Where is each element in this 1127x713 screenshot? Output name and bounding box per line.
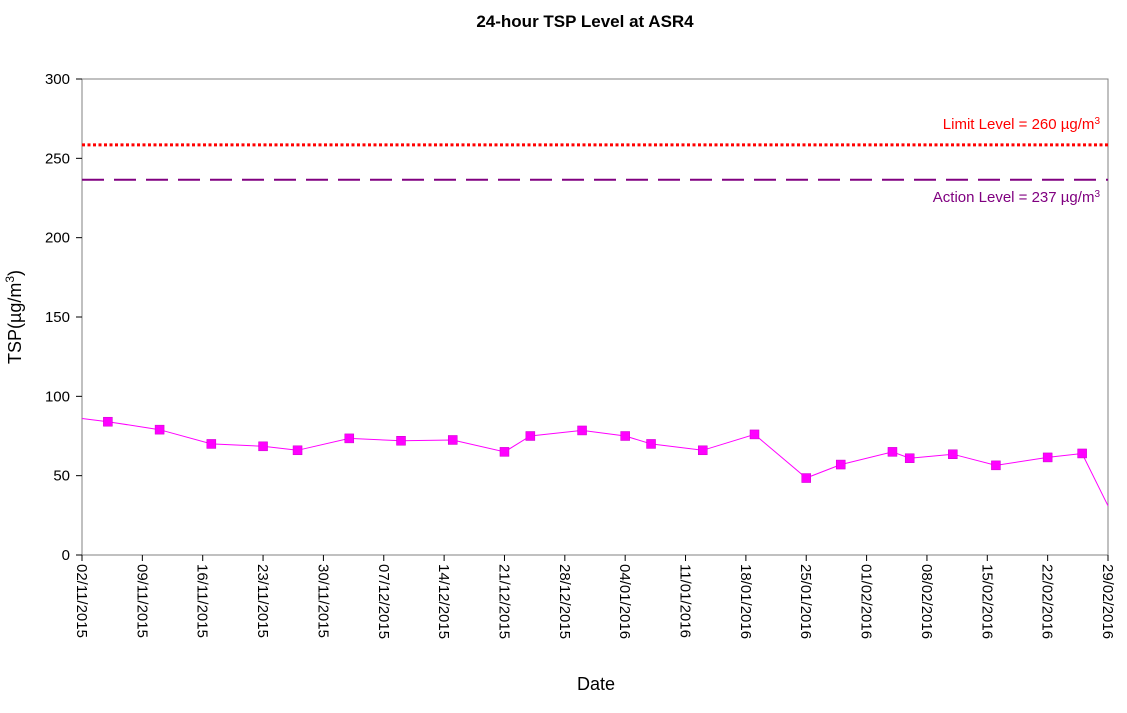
x-tick-label: 23/11/2015 <box>254 564 271 638</box>
data-point <box>206 439 217 449</box>
x-tick-label: 18/01/2016 <box>737 564 754 639</box>
data-point <box>344 433 355 444</box>
y-tick-label: 50 <box>53 468 70 485</box>
data-point <box>904 453 915 463</box>
reference-line-label: Limit Level = 260 µg/m3 <box>943 115 1101 133</box>
data-point <box>525 431 536 441</box>
data-point <box>499 447 510 457</box>
data-point <box>749 429 760 440</box>
y-tick-label: 200 <box>45 230 70 247</box>
data-point <box>292 445 303 456</box>
x-tick-label: 21/12/2015 <box>495 564 512 639</box>
x-tick-label: 02/11/2015 <box>73 564 90 638</box>
y-tick-label: 250 <box>45 150 70 167</box>
data-point <box>620 431 630 441</box>
x-tick-label: 04/01/2016 <box>616 564 633 639</box>
data-point <box>1042 452 1053 463</box>
data-point <box>396 436 406 446</box>
x-tick-label: 28/12/2015 <box>556 564 573 639</box>
data-point <box>991 460 1001 471</box>
y-tick-label: 150 <box>45 309 70 326</box>
x-tick-label: 22/02/2016 <box>1039 564 1056 639</box>
x-tick-label: 14/12/2015 <box>435 564 452 639</box>
x-tick-label: 15/02/2016 <box>978 564 995 639</box>
series-layer <box>81 416 1109 507</box>
y-tick-label: 0 <box>62 547 70 564</box>
x-tick-label: 25/01/2016 <box>797 564 814 639</box>
data-point <box>154 424 165 435</box>
data-point <box>1077 448 1087 459</box>
data-point <box>447 435 458 445</box>
x-tick-label: 29/02/2016 <box>1099 564 1116 639</box>
data-point <box>801 473 811 483</box>
y-tick-label: 100 <box>45 388 70 405</box>
x-tick-label: 11/01/2016 <box>677 564 694 638</box>
x-tick-label: 08/02/2016 <box>918 564 935 639</box>
y-tick-label: 300 <box>45 71 70 88</box>
x-tick-label: 01/02/2016 <box>858 564 875 639</box>
x-tick-label: 07/12/2015 <box>375 564 392 639</box>
data-point <box>698 445 708 456</box>
y-axis-title: TSP(µg/m3) <box>3 270 25 364</box>
data-point <box>258 441 268 452</box>
x-tick-label: 09/11/2015 <box>133 564 150 638</box>
reference-line-label: Action Level = 237 µg/m3 <box>933 188 1101 206</box>
plot-area <box>81 78 1109 556</box>
x-tick-label: 16/11/2015 <box>194 564 211 638</box>
chart-title: 24-hour TSP Level at ASR4 <box>476 12 694 31</box>
x-axis: 02/11/2015 09/11/2015 16/11/2015 23/11/2015… <box>73 555 1116 639</box>
x-tick-label: 30/11/2015 <box>314 564 331 638</box>
data-point <box>577 425 587 436</box>
reference-lines: Limit Level = 260 µg/m3 Action Level = 23… <box>82 115 1108 206</box>
series-line <box>81 418 1109 507</box>
data-point <box>887 447 898 457</box>
x-axis-title: Date <box>577 674 615 694</box>
data-point <box>835 459 846 470</box>
data-point <box>646 439 656 449</box>
data-point <box>103 416 113 427</box>
data-point <box>948 449 958 459</box>
y-axis: 0 50 100 150 200 250 300 <box>45 71 82 564</box>
